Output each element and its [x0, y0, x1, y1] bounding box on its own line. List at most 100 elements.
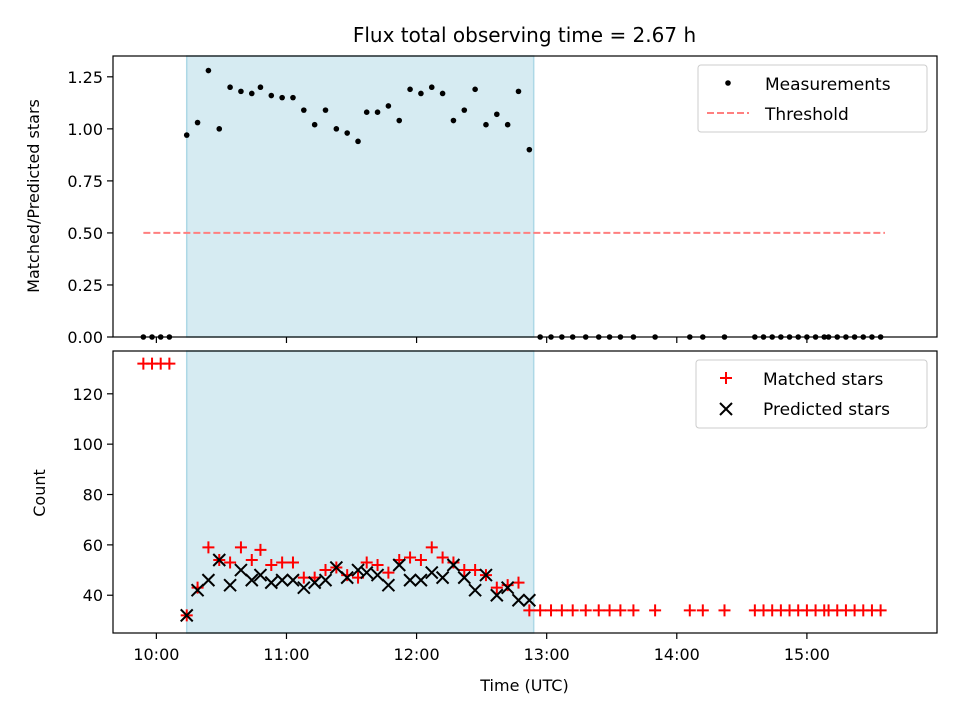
predicted-star-point	[351, 563, 365, 577]
measurement-point	[205, 67, 212, 74]
matched-star-point	[447, 556, 460, 569]
legend-predicted-marker	[719, 402, 733, 416]
measurement-point	[311, 121, 318, 128]
measurement-point	[515, 88, 522, 95]
predicted-star-point	[223, 578, 237, 592]
measurement-point	[374, 109, 381, 115]
matched-star-point	[523, 604, 536, 617]
x-tick-label: 10:00	[133, 645, 179, 664]
legend-threshold-label: Threshold	[764, 105, 849, 125]
bottom-y-tick-label: 120	[72, 385, 103, 404]
matched-star-point	[683, 604, 696, 617]
top-legend: Measurements Threshold	[697, 64, 928, 133]
measurement-point	[363, 109, 370, 115]
matched-star-point	[555, 604, 568, 617]
measurement-point	[461, 107, 468, 113]
measurement-point	[322, 107, 329, 113]
legend-matched-label: Matched stars	[763, 370, 883, 390]
predicted-star-point	[190, 583, 205, 597]
predicted-star-point	[253, 568, 268, 582]
matched-star-point	[469, 564, 482, 577]
predicted-star-point	[264, 575, 279, 590]
predicted-star-point	[468, 583, 482, 597]
measurement-point	[248, 90, 255, 97]
matched-star-point	[603, 604, 616, 617]
legend-measurements-marker	[725, 80, 731, 86]
measurement-point	[504, 121, 511, 128]
top-panel: 0.00 0.25 0.50 0.75 1.00 1.25	[67, 55, 938, 347]
predicted-star-point	[490, 588, 504, 602]
top-y-axis-label: Matched/Predicted stars	[24, 99, 43, 293]
measurement-point	[439, 90, 446, 97]
matched-star-point	[319, 564, 332, 577]
matched-star-point	[545, 604, 558, 617]
predicted-star-point	[212, 553, 226, 567]
measurement-point	[344, 130, 350, 136]
top-y-tick-label: 0.75	[67, 172, 103, 191]
measurement-point	[483, 121, 489, 128]
legend-matched-marker	[720, 372, 732, 384]
matched-star-point	[458, 564, 471, 577]
matched-star-point	[341, 569, 354, 582]
predicted-star-point	[275, 573, 289, 587]
matched-star-point	[627, 604, 640, 617]
measurement-point	[301, 107, 307, 113]
predicted-star-point	[340, 570, 354, 585]
matched-star-point	[579, 604, 592, 617]
matched-star-point	[234, 541, 247, 554]
predicted-star-point	[500, 580, 515, 595]
measurement-point	[407, 86, 413, 93]
predicted-star-point	[479, 568, 493, 582]
top-legend-box	[697, 64, 928, 133]
measurement-point	[396, 117, 403, 124]
bottom-axes-frame	[112, 350, 938, 634]
matched-star-point	[414, 553, 427, 566]
matched-star-point	[265, 559, 278, 572]
top-y-tick-label: 0.00	[67, 328, 103, 347]
bottom-y-tick-label: 80	[83, 486, 103, 505]
matched-star-point	[360, 556, 373, 569]
top-y-tick-label: 0.50	[67, 224, 103, 243]
x-tick-label: 11:00	[263, 645, 309, 664]
matched-star-point	[202, 541, 215, 554]
chart-title: Flux total observing time = 2.67 h	[353, 23, 696, 47]
matched-star-point	[286, 556, 299, 569]
matched-star-point	[490, 581, 503, 594]
measurement-point	[526, 146, 533, 153]
bottom-panel: 40 60 80 100 120 10:00 11:00 12:00 13:00 14:00 15:…	[72, 350, 938, 664]
top-y-tick-label: 1.00	[67, 120, 103, 139]
measurement-point	[418, 90, 424, 97]
matched-star-point	[245, 553, 258, 566]
matched-star-point	[191, 581, 204, 594]
matched-star-point	[614, 604, 627, 617]
top-observing-interval	[185, 55, 535, 338]
matched-star-point	[696, 604, 709, 617]
predicted-star-point	[381, 578, 396, 592]
predicted-star-point	[245, 573, 259, 587]
measurement-point	[257, 84, 264, 91]
predicted-star-point	[307, 575, 322, 590]
measurement-point	[268, 92, 275, 99]
predicted-star-point	[370, 568, 385, 582]
measurement-point	[183, 132, 190, 138]
matched-star-point	[592, 604, 605, 617]
matched-star-point	[512, 576, 525, 589]
matched-star-point	[163, 357, 176, 370]
measurement-point	[333, 126, 340, 132]
measurement-point	[216, 126, 223, 132]
predicted-star-point	[457, 570, 471, 585]
matched-star-point	[425, 541, 438, 554]
matched-star-point	[382, 566, 395, 579]
x-tick-label: 13:00	[524, 645, 570, 664]
predicted-star-point	[435, 570, 450, 585]
matched-star-point	[276, 556, 289, 569]
predicted-star-point	[403, 573, 417, 587]
predicted-star-point	[297, 580, 311, 595]
bottom-y-tick-label: 100	[72, 435, 103, 454]
bottom-y-axis-label: Count	[30, 469, 49, 517]
predicted-star-point	[201, 573, 216, 587]
matched-star-point	[501, 579, 514, 592]
legend-measurements-label: Measurements	[765, 75, 891, 95]
matched-star-point	[254, 543, 267, 556]
measurement-point	[194, 119, 201, 126]
